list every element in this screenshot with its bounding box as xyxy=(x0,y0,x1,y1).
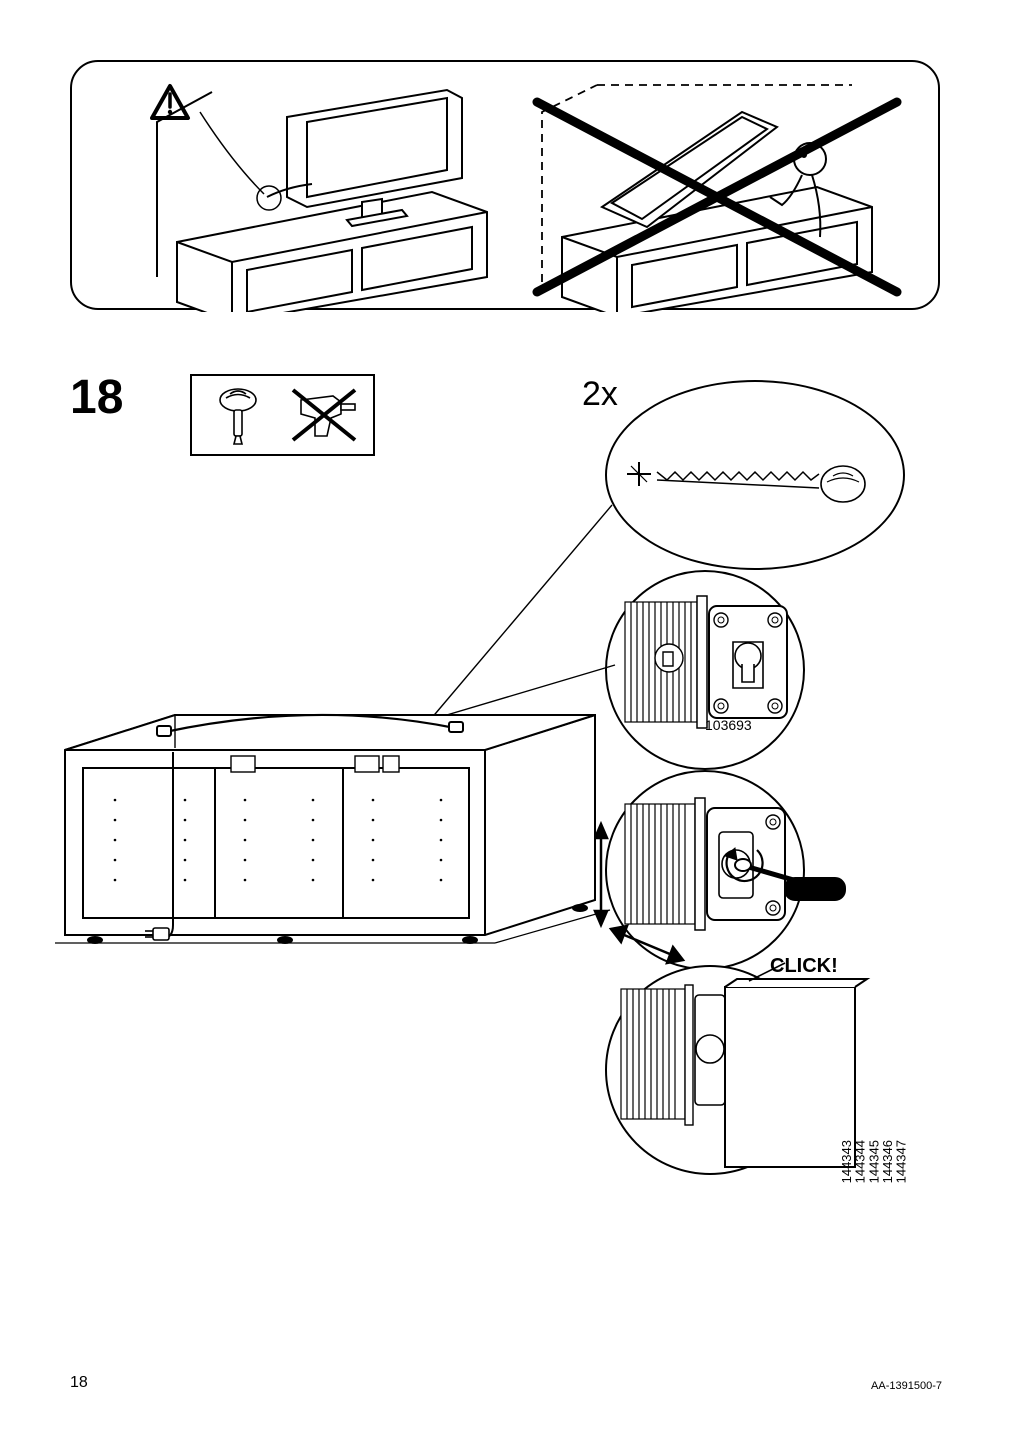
step-number: 18 xyxy=(70,370,123,425)
main-assembly-drawing xyxy=(55,660,615,960)
screw-illustration xyxy=(607,382,907,572)
part-code: 144347 xyxy=(894,1140,909,1183)
bracket-part-number: 103693 xyxy=(705,717,752,733)
warning-illustration xyxy=(72,62,942,312)
detail-bracket: 103693 xyxy=(605,570,805,770)
document-code: AA-1391500-7 xyxy=(871,1380,942,1392)
bracket-illustration xyxy=(607,572,807,772)
tool-icons xyxy=(192,376,377,458)
bench-illustration xyxy=(55,660,615,960)
page-number: 18 xyxy=(70,1374,88,1392)
detail-screw xyxy=(605,380,905,570)
detail-click xyxy=(605,965,815,1175)
part-code-list: 144343 144344 144345 144346 144347 xyxy=(840,1140,908,1183)
click-label: CLICK! xyxy=(770,955,838,978)
detail-tighten xyxy=(605,770,805,970)
tool-guidance-box xyxy=(190,374,375,456)
warning-panel xyxy=(70,60,940,310)
tighten-illustration xyxy=(607,772,847,972)
page-root: 18 2x xyxy=(0,0,1012,1432)
